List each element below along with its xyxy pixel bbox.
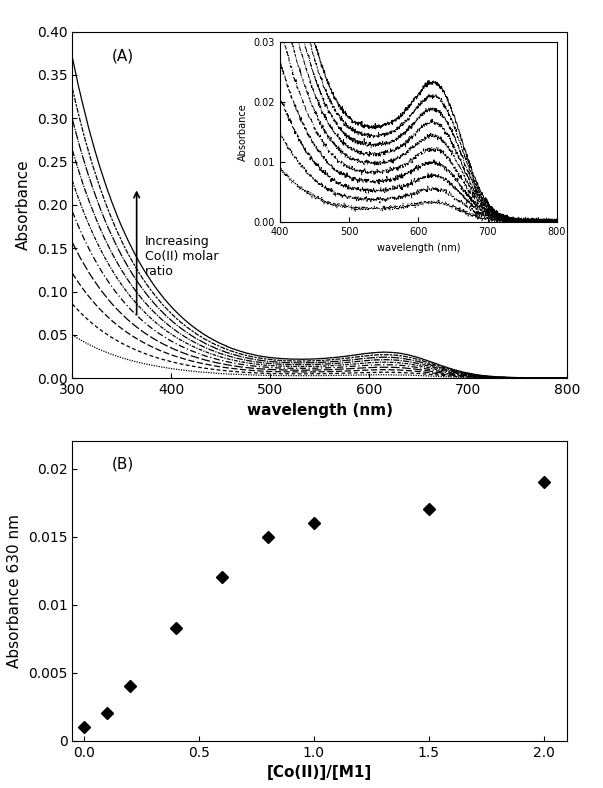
Text: Increasing
Co(II) molar
ratio: Increasing Co(II) molar ratio <box>145 236 218 278</box>
Text: (B): (B) <box>112 456 134 471</box>
Y-axis label: Absorbance 630 nm: Absorbance 630 nm <box>7 514 22 668</box>
Y-axis label: Absorbance: Absorbance <box>16 159 31 251</box>
X-axis label: wavelength (nm): wavelength (nm) <box>247 403 393 418</box>
X-axis label: [Co(II)]/[M1]: [Co(II)]/[M1] <box>267 765 372 780</box>
Text: (A): (A) <box>112 49 134 64</box>
